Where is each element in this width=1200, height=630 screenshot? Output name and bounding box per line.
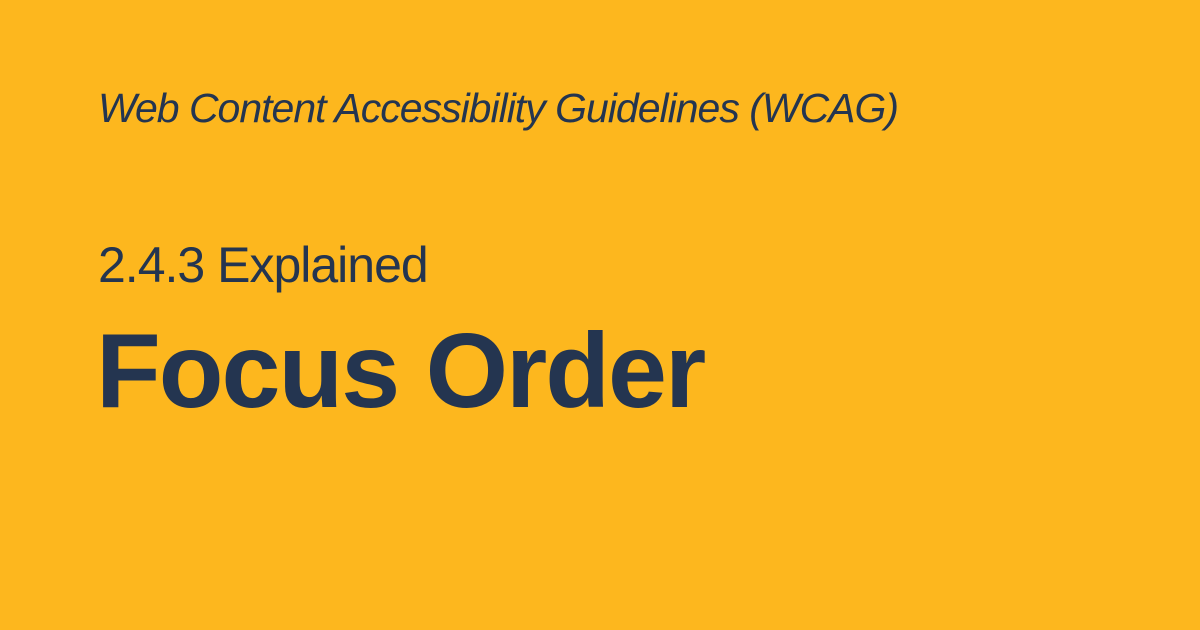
card-subtitle: Web Content Accessibility Guidelines (WC…: [98, 85, 899, 131]
card-section-label: 2.4.3 Explained: [98, 237, 429, 293]
card-title: Focus Order: [96, 312, 706, 430]
